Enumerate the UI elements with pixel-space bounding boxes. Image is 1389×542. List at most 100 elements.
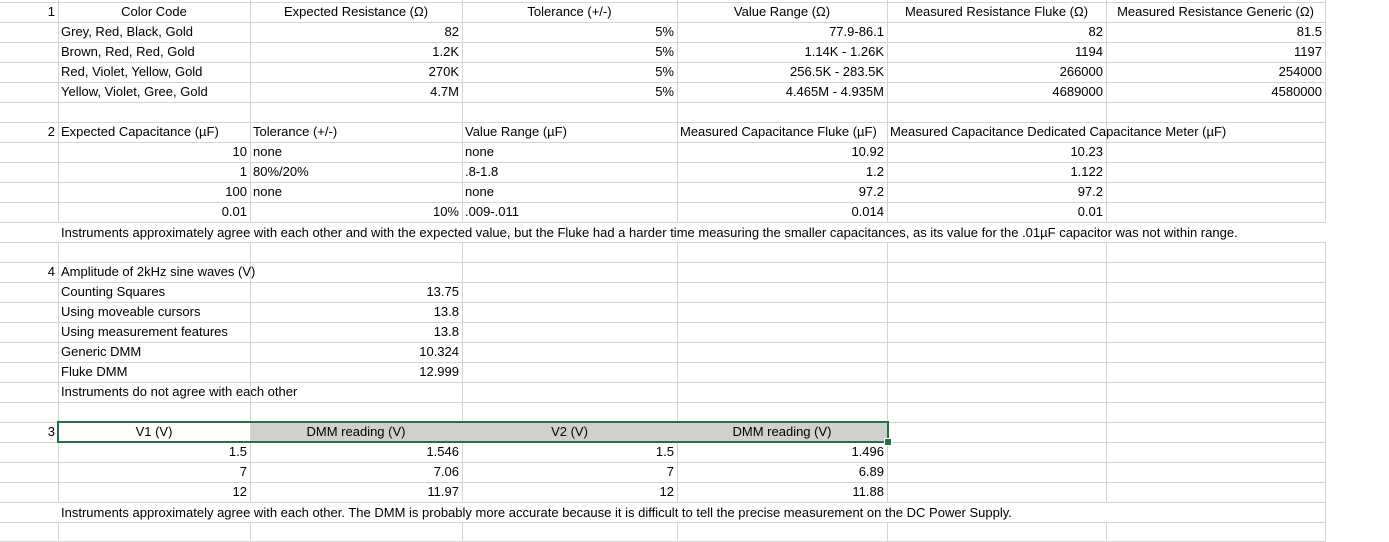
gridline [0, 382, 1326, 383]
table-cell[interactable]: 0.014 [851, 204, 884, 219]
table-cell[interactable]: 11.88 [852, 484, 884, 499]
table-cell[interactable]: Red, Violet, Yellow, Gold [61, 64, 203, 79]
table-cell[interactable]: 12.999 [419, 364, 459, 379]
table-cell[interactable]: 97.2 [1077, 184, 1103, 199]
header-cell[interactable]: Measured Capacitance Fluke (µF) [680, 124, 877, 139]
header-cell[interactable]: Value Range (Ω) [733, 4, 831, 19]
table-cell[interactable]: .009-.011 [465, 204, 519, 219]
table-cell[interactable]: 100 [225, 184, 247, 199]
table-cell[interactable]: 82 [1088, 24, 1103, 39]
table-cell[interactable]: 11.97 [427, 484, 459, 499]
gridline [1325, 0, 1326, 542]
table-cell[interactable]: 5% [655, 84, 674, 99]
header-cell[interactable]: DMM reading (V) [732, 424, 832, 439]
table-cell[interactable]: 10 [232, 144, 247, 159]
section-number[interactable]: 3 [47, 424, 55, 439]
header-cell[interactable]: Tolerance (+/-) [253, 124, 338, 139]
table-cell[interactable]: 1.122 [1070, 164, 1103, 179]
table-cell[interactable]: Brown, Red, Red, Gold [61, 44, 195, 59]
header-cell[interactable]: Expected Capacitance (µF) [61, 124, 219, 139]
table-cell[interactable]: none [253, 184, 282, 199]
table-cell[interactable]: 77.9-86.1 [829, 24, 884, 39]
table-cell[interactable]: 4689000 [1052, 84, 1103, 99]
table-cell[interactable]: 270K [428, 64, 459, 79]
table-cell[interactable]: 1.5 [655, 444, 674, 459]
gridline [0, 222, 1326, 223]
table-cell[interactable]: 10.324 [419, 344, 459, 359]
table-cell[interactable]: 4.7M [430, 84, 459, 99]
table-cell[interactable]: 10.23 [1070, 144, 1103, 159]
table-cell[interactable]: none [253, 144, 282, 159]
table-cell[interactable]: 12 [232, 484, 247, 499]
table-cell[interactable]: 7 [666, 464, 674, 479]
table-cell[interactable]: 1.496 [851, 444, 884, 459]
section-note[interactable]: Instruments do not agree with each other [61, 384, 298, 399]
table-cell[interactable]: 10% [432, 204, 459, 219]
table-cell[interactable]: .8-1.8 [465, 164, 499, 179]
table-cell[interactable]: Yellow, Violet, Gree, Gold [61, 84, 208, 99]
table-cell[interactable]: Counting Squares [61, 284, 166, 299]
table-cell[interactable]: 266000 [1059, 64, 1103, 79]
table-cell[interactable]: none [465, 184, 494, 199]
header-cell[interactable]: Tolerance (+/-) [527, 4, 612, 19]
header-cell[interactable]: V1 (V) [135, 424, 173, 439]
table-cell[interactable]: 12 [659, 484, 674, 499]
table-cell[interactable]: Fluke DMM [61, 364, 128, 379]
header-cell[interactable]: Value Range (µF) [465, 124, 567, 139]
gridline [0, 62, 1326, 63]
table-cell[interactable]: 5% [655, 64, 674, 79]
section-note[interactable]: Instruments approximately agree with eac… [58, 503, 1258, 522]
gridline [0, 502, 1326, 503]
table-cell[interactable]: 1.2 [865, 164, 884, 179]
table-cell[interactable]: 1194 [1075, 44, 1103, 59]
table-cell[interactable]: 10.92 [851, 144, 884, 159]
table-cell[interactable]: 1.5 [228, 444, 247, 459]
header-cell[interactable]: Expected Resistance (Ω) [283, 4, 429, 19]
table-cell[interactable]: Using moveable cursors [61, 304, 201, 319]
section-title[interactable]: Amplitude of 2kHz sine waves (V) [61, 264, 256, 279]
gridline [0, 42, 1326, 43]
header-cell[interactable]: V2 (V) [551, 424, 588, 439]
table-cell[interactable]: 256.5K - 283.5K [790, 64, 884, 79]
table-cell[interactable]: 13.75 [426, 284, 459, 299]
table-cell[interactable]: 1.546 [426, 444, 459, 459]
table-cell[interactable]: 0.01 [1077, 204, 1103, 219]
header-cell[interactable]: DMM reading (V) [306, 424, 406, 439]
section-number[interactable]: 1 [47, 4, 55, 19]
table-cell[interactable]: 254000 [1278, 64, 1322, 79]
table-cell[interactable]: Grey, Red, Black, Gold [61, 24, 193, 39]
table-cell[interactable]: 13.8 [433, 324, 459, 339]
table-cell[interactable]: 4580000 [1271, 84, 1322, 99]
header-cell[interactable]: Measured Resistance Generic (Ω) [1117, 4, 1314, 19]
table-cell[interactable]: 1197 [1294, 44, 1322, 59]
table-cell[interactable]: none [465, 144, 494, 159]
table-cell[interactable]: 81.5 [1296, 24, 1322, 39]
table-cell[interactable]: 82 [444, 24, 459, 39]
table-cell[interactable]: 80%/20% [253, 164, 309, 179]
table-cell[interactable]: 5% [655, 24, 674, 39]
table-cell[interactable]: 7 [239, 464, 247, 479]
table-cell[interactable]: 97.2 [858, 184, 884, 199]
table-cell[interactable]: 5% [655, 44, 674, 59]
table-cell[interactable]: 1.2K [432, 44, 459, 59]
cell-selection[interactable] [57, 421, 889, 443]
header-cell[interactable]: Measured Capacitance Dedicated Capacitan… [890, 124, 1227, 139]
header-cell[interactable]: Color Code [121, 4, 187, 19]
table-cell[interactable]: Using measurement features [61, 324, 228, 339]
header-cell[interactable]: Measured Resistance Fluke (Ω) [904, 4, 1089, 19]
gridline [0, 462, 1326, 463]
section-number[interactable]: 2 [47, 124, 55, 139]
table-cell[interactable]: 6.89 [858, 464, 884, 479]
table-cell[interactable]: 13.8 [433, 304, 459, 319]
section-note[interactable]: Instruments approximately agree with eac… [58, 223, 1358, 242]
gridline [0, 142, 1326, 143]
fill-handle[interactable] [884, 438, 892, 446]
table-cell[interactable]: 0.01 [221, 204, 247, 219]
table-cell[interactable]: 4.465M - 4.935M [785, 84, 884, 99]
section-number[interactable]: 4 [47, 264, 55, 279]
table-cell[interactable]: 1.14K - 1.26K [804, 44, 885, 59]
table-cell[interactable]: 1 [239, 164, 247, 179]
table-cell[interactable]: Generic DMM [61, 344, 142, 359]
table-cell[interactable]: 7.06 [433, 464, 459, 479]
